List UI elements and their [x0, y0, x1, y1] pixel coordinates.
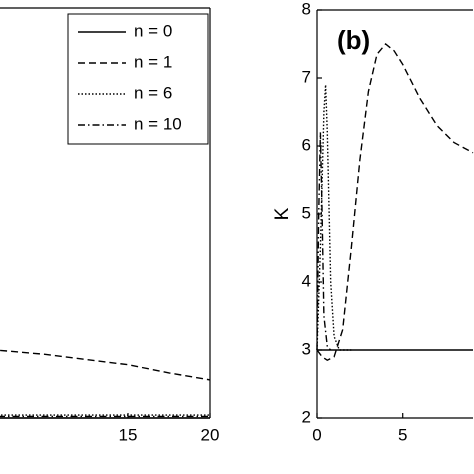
series-line	[316, 132, 332, 351]
legend-label: n = 10	[134, 114, 182, 133]
y-tick-label: 2	[302, 407, 311, 426]
series-line	[316, 84, 352, 351]
series-line	[0, 349, 211, 381]
y-tick-label: 5	[302, 203, 311, 222]
y-tick-label: 6	[302, 135, 311, 154]
x-tick-label: 15	[119, 425, 138, 444]
series-line	[316, 43, 474, 362]
legend-label: n = 0	[134, 21, 172, 40]
x-tick-label: 20	[201, 425, 220, 444]
legend-box	[67, 13, 209, 145]
y-tick-label: 4	[302, 271, 311, 290]
y-tick-label: 8	[302, 0, 311, 18]
x-tick-label: 0	[312, 425, 321, 444]
legend-label: n = 1	[134, 52, 172, 71]
x-tick-label: 5	[398, 425, 407, 444]
y-tick-label: 7	[302, 67, 311, 86]
panel-label: (b)	[337, 25, 370, 55]
legend-label: n = 6	[134, 83, 172, 102]
y-tick-label: 3	[302, 339, 311, 358]
y-axis-label: K	[272, 207, 293, 220]
